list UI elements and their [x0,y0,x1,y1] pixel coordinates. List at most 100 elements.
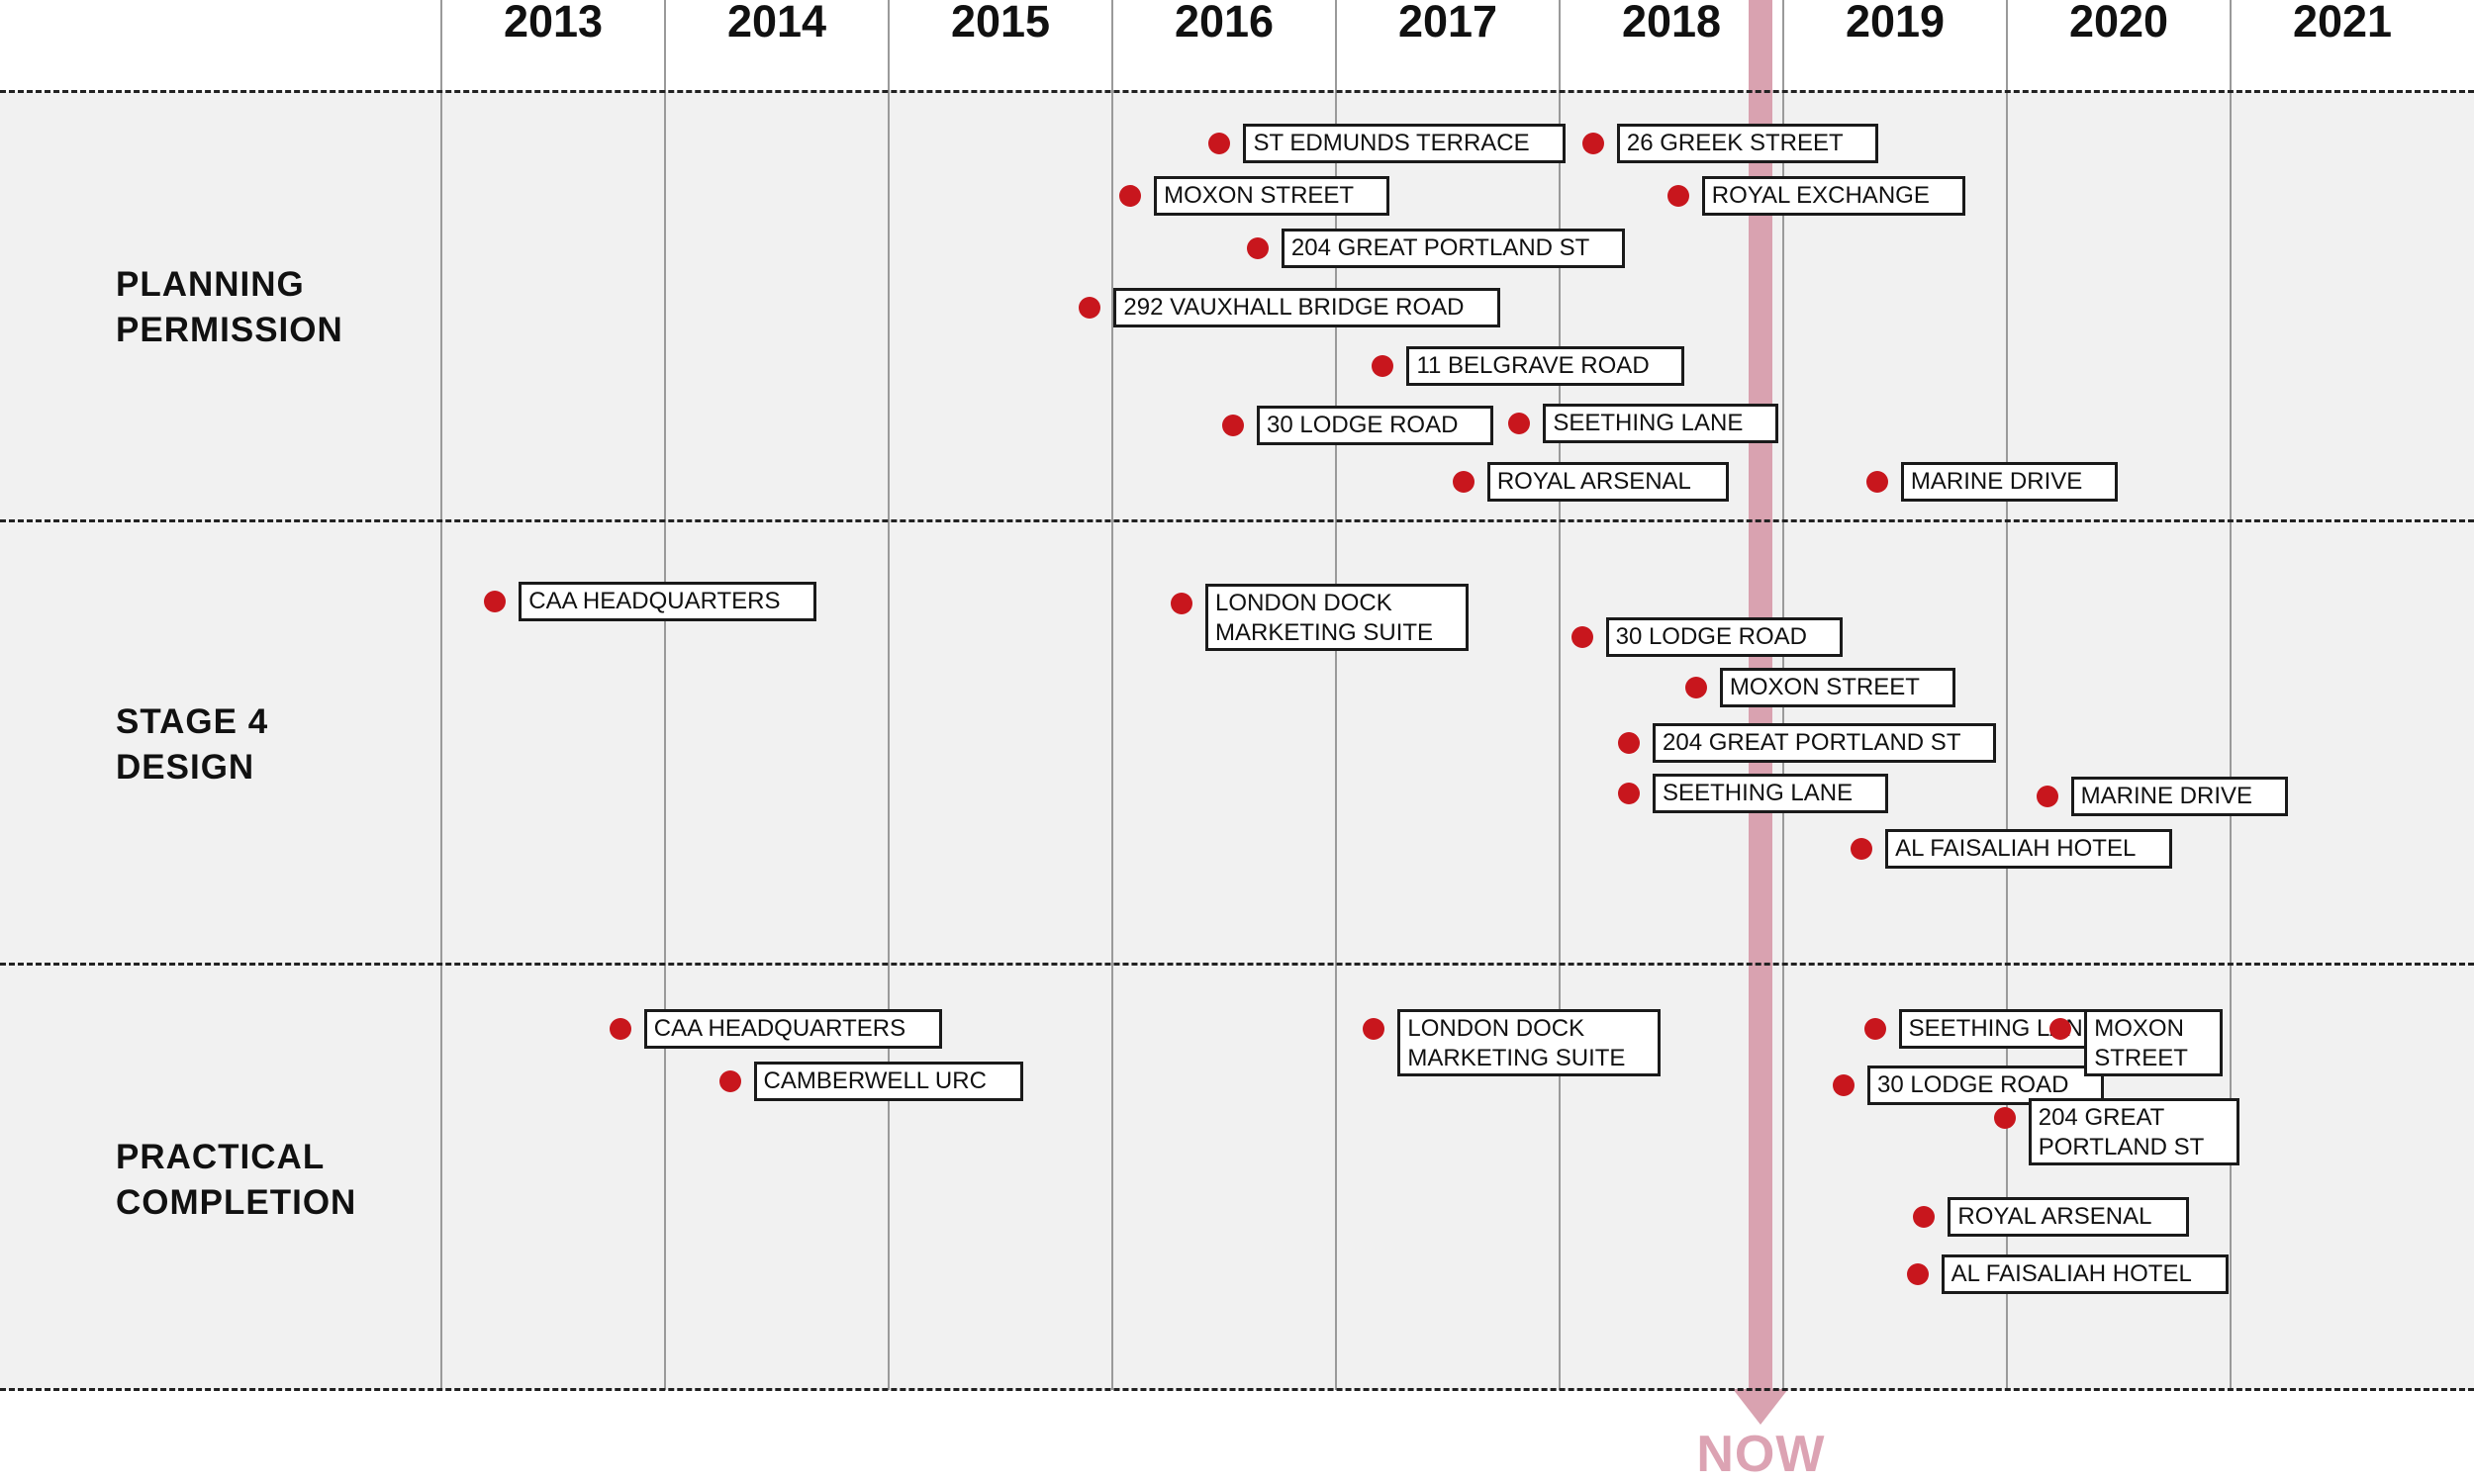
event-label: 292 VAUXHALL BRIDGE ROAD [1113,288,1501,327]
event-label: SEETHING LANE [1653,774,1889,813]
year-label: 2021 [2292,0,2393,46]
year-divider [1559,0,1561,1390]
event-label: 30 LODGE ROAD [1257,406,1494,445]
event-marker [1906,1263,1929,1285]
year-label: 2020 [2068,0,2169,46]
event-label-line: 204 GREAT [2038,1104,2165,1131]
row-separator [0,90,2474,93]
event-label-line: MOXON [2094,1015,2184,1042]
event-marker [484,591,507,612]
event-label: ROYAL ARSENAL [1486,462,1729,502]
event-label-line: LONDON DOCK [1407,1015,1585,1042]
event-label: AL FAISALIAH HOTEL [1885,829,2173,869]
event-label: ROYAL ARSENAL [1948,1197,2190,1237]
event-marker [1993,1107,2016,1129]
event-label-line: CAA HEADQUARTERS [528,588,781,614]
event-marker [1913,1206,1936,1228]
event-marker [1246,237,1269,259]
event-label-line: 30 LODGE ROAD [1267,412,1459,438]
event-label: LONDON DOCK MARKETING SUITE [1397,1009,1662,1076]
row-separator [0,519,2474,522]
event-label: CAMBERWELL URC [753,1062,1023,1101]
year-divider [2230,0,2232,1390]
event-label-line: 26 GREEK STREET [1626,130,1844,156]
row-separator [0,963,2474,966]
event-marker [1684,677,1707,698]
event-label: LONDON DOCK MARKETING SUITE [1205,584,1470,651]
phase-label-stage4: STAGE 4 DESIGN [116,699,268,790]
event-marker [1833,1074,1856,1096]
event-label-line: ST EDMUNDS TERRACE [1253,130,1530,156]
year-label: 2019 [1845,0,1946,46]
event-label-line: MOXON STREET [1164,182,1355,209]
event-label-line: 30 LODGE ROAD [1877,1071,2069,1098]
phase-label-line: PERMISSION [116,311,343,349]
phase-label-line: PLANNING [116,265,305,304]
year-divider [2006,0,2008,1390]
event-marker [1618,783,1641,804]
event-label: AL FAISALIAH HOTEL [1941,1254,2229,1294]
event-marker [2049,1018,2072,1040]
event-marker [1570,626,1593,648]
event-marker [1372,355,1394,377]
event-marker [1222,415,1245,436]
phase-label-line: PRACTICAL [116,1138,326,1176]
event-label: ROYAL EXCHANGE [1701,176,1965,216]
event-label-line: ROYAL EXCHANGE [1711,182,1930,209]
event-marker [1363,1018,1385,1040]
year-divider [1111,0,1113,1390]
year-divider [440,0,442,1390]
event-label-line: MARINE DRIVE [1910,468,2083,495]
year-label: 2016 [1174,0,1275,46]
year-label: 2013 [503,0,604,46]
event-marker [1863,1018,1886,1040]
event-label-line: 30 LODGE ROAD [1615,623,1807,650]
year-label: 2015 [950,0,1051,46]
event-marker [609,1018,631,1040]
event-label-line: MOXON STREET [1729,674,1920,700]
event-label-line: ROYAL ARSENAL [1496,468,1691,495]
row-separator [0,1388,2474,1391]
event-label: CAA HEADQUARTERS [643,1009,942,1049]
event-label-line: 11 BELGRAVE ROAD [1416,352,1650,379]
now-arrow [1733,1389,1789,1425]
event-marker [1508,413,1531,434]
year-divider [888,0,890,1390]
event-marker [1851,838,1873,860]
event-label-line: MARKETING SUITE [1407,1045,1626,1071]
event-label-line: AL FAISALIAH HOTEL [1895,835,2137,862]
event-label: MOXON STREET [1154,176,1390,216]
event-label-line: MARINE DRIVE [2080,783,2253,809]
event-marker [718,1070,741,1092]
event-label-line: 292 VAUXHALL BRIDGE ROAD [1123,294,1465,321]
event-label: MARINE DRIVE [2070,777,2288,816]
event-marker [2036,786,2058,807]
event-label: 204 GREAT PORTLAND ST [1281,229,1625,268]
year-label: 2014 [726,0,827,46]
year-divider [1335,0,1337,1390]
event-marker [1666,185,1689,207]
event-label-line: SEETHING LANE [1663,780,1854,806]
event-label-line: MARKETING SUITE [1215,619,1434,646]
event-label-line: CAA HEADQUARTERS [653,1015,906,1042]
event-label: MOXON STREET [1719,668,1955,707]
year-divider [664,0,666,1390]
event-label: MARINE DRIVE [1900,462,2118,502]
event-label-line: 204 GREAT PORTLAND ST [1663,729,1961,756]
event-marker [1618,732,1641,754]
event-label-line: SEETHING LANE [1553,410,1744,436]
event-label: 11 BELGRAVE ROAD [1406,346,1685,386]
event-label: MOXON STREET [2084,1009,2224,1076]
phase-label-line: DESIGN [116,748,255,787]
now-label: NOW [1696,1426,1826,1483]
event-label-line: ROYAL ARSENAL [1957,1203,2152,1230]
event-label: 26 GREEK STREET [1616,124,1878,163]
event-marker [1119,185,1142,207]
year-label: 2018 [1621,0,1722,46]
event-label: ST EDMUNDS TERRACE [1243,124,1567,163]
event-label-line: STREET [2094,1045,2188,1071]
phase-label-planning: PLANNING PERMISSION [116,262,343,353]
event-label: 204 GREAT PORTLAND ST [1653,723,1997,763]
event-marker [1079,297,1101,319]
